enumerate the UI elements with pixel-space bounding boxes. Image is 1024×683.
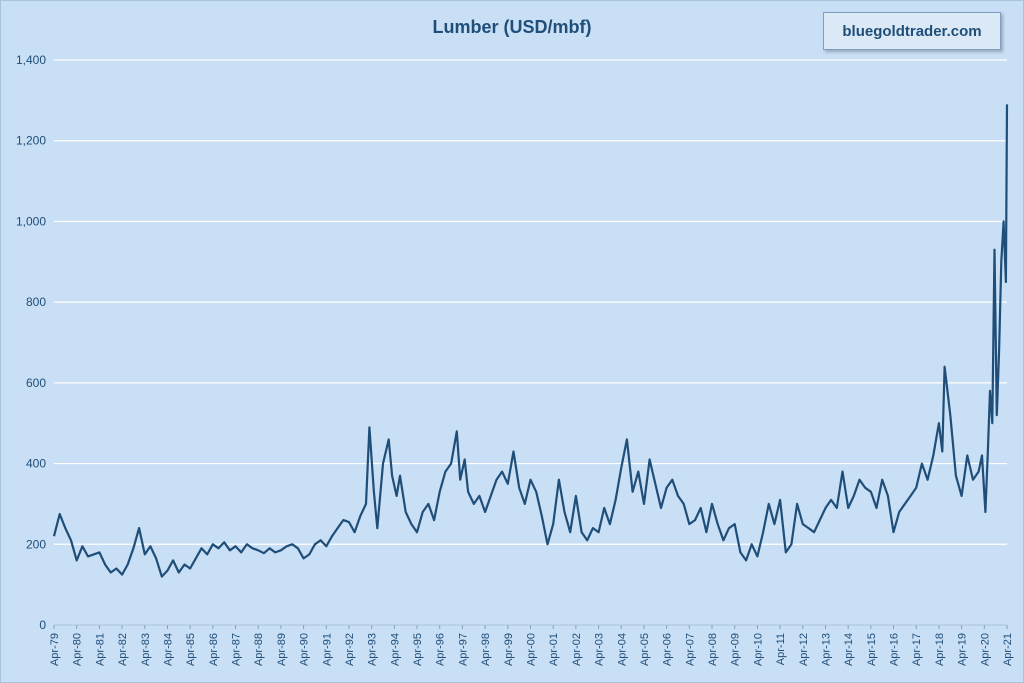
y-tick-label: 0: [39, 618, 46, 632]
x-tick-label: Apr-02: [571, 633, 583, 666]
y-tick-label: 600: [26, 376, 46, 390]
x-tick-label: Apr-92: [344, 633, 356, 666]
x-tick-label: Apr-86: [208, 633, 220, 666]
x-tick-label: Apr-85: [185, 633, 197, 666]
x-tick-label: Apr-08: [707, 633, 719, 666]
x-tick-label: Apr-17: [911, 633, 923, 666]
x-tick-label: Apr-09: [730, 633, 742, 666]
x-tick-label: Apr-80: [72, 633, 84, 666]
y-tick-label: 800: [26, 295, 46, 309]
chart-title: Lumber (USD/mbf): [432, 17, 592, 37]
x-tick-label: Apr-00: [526, 633, 538, 666]
x-tick-label: Apr-79: [49, 633, 61, 666]
x-tick-label: Apr-91: [321, 633, 333, 666]
x-tick-label: Apr-13: [820, 633, 832, 666]
y-tick-label: 1,400: [16, 53, 46, 67]
x-tick-label: Apr-99: [503, 633, 515, 666]
x-tick-label: Apr-19: [957, 633, 969, 666]
x-tick-label: Apr-20: [979, 633, 991, 666]
x-tick-label: Apr-82: [117, 633, 129, 666]
x-tick-label: Apr-16: [889, 633, 901, 666]
y-tick-label: 400: [26, 457, 46, 471]
x-tick-label: Apr-10: [752, 633, 764, 666]
x-tick-label: Apr-95: [412, 633, 424, 666]
x-tick-label: Apr-12: [798, 633, 810, 666]
x-tick-label: Apr-98: [480, 633, 492, 666]
x-tick-label: Apr-05: [639, 633, 651, 666]
y-tick-label: 1,000: [16, 214, 46, 228]
y-axis-ticks: 0 200 400 600 800 1,000 1,200 1,400: [16, 53, 46, 632]
x-tick-label: Apr-14: [843, 633, 855, 666]
x-tick-label: Apr-93: [367, 633, 379, 666]
x-tick-label: Apr-15: [866, 633, 878, 666]
x-tick-label: Apr-81: [94, 633, 106, 666]
x-axis-ticks: Apr-79 Apr-80 Apr-81 Apr-82 Apr-83 Apr-84 Apr-…: [49, 624, 1014, 666]
y-tick-label: 200: [26, 537, 46, 551]
x-tick-label: Apr-90: [299, 633, 311, 666]
gridlines: [54, 59, 1007, 626]
x-tick-label: Apr-84: [162, 633, 174, 666]
x-tick-label: Apr-06: [662, 633, 674, 666]
x-tick-label: Apr-87: [231, 633, 243, 666]
x-tick-label: Apr-21: [1002, 633, 1014, 666]
watermark-logo: bluegoldtrader.com: [823, 12, 1001, 50]
x-tick-label: Apr-18: [934, 633, 946, 666]
x-tick-label: Apr-97: [457, 633, 469, 666]
x-tick-label: Apr-94: [389, 633, 401, 666]
series-line-lumber: [52, 104, 1009, 578]
x-tick-label: Apr-01: [548, 633, 560, 666]
x-tick-label: Apr-03: [594, 633, 606, 666]
x-tick-label: Apr-88: [253, 633, 265, 666]
x-tick-label: Apr-89: [276, 633, 288, 666]
series-layer: [52, 104, 1009, 578]
x-tick-label: Apr-07: [684, 633, 696, 666]
x-tick-label: Apr-11: [775, 633, 787, 665]
x-tick-label: Apr-83: [140, 633, 152, 666]
x-tick-label: Apr-04: [616, 633, 628, 666]
y-tick-label: 1,200: [16, 134, 46, 148]
x-tick-label: Apr-96: [435, 633, 447, 666]
